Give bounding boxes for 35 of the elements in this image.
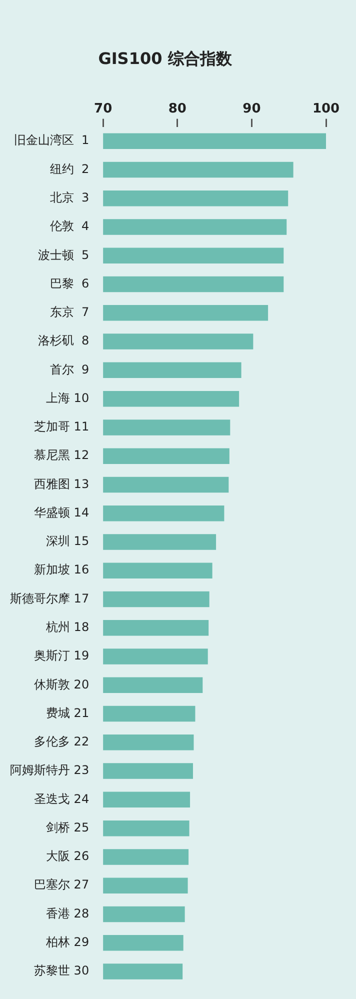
x-tick-label: 80	[168, 101, 186, 116]
y-tick-label: 波士顿 5	[38, 248, 90, 262]
y-tick-label: 伦敦 4	[50, 219, 90, 234]
y-tick-label: 柏林 29	[44, 934, 90, 949]
y-tick-label: 剑桥 25	[46, 820, 90, 834]
y-tick-label: 苏黎世 30	[34, 964, 90, 978]
y-tick-label: 西雅图 13	[34, 476, 90, 491]
y-tick-label: 巴塞尔 27	[34, 878, 90, 892]
y-tick-label: 新加坡 16	[34, 562, 90, 577]
chart-title: GIS100 综合指数	[98, 48, 233, 68]
x-tick-label: 100	[312, 101, 340, 116]
x-tick-label: 90	[242, 101, 261, 116]
y-tick-label: 圣迭戈 24	[34, 792, 90, 806]
y-tick-label: 芝加哥 11	[34, 420, 90, 434]
y-tick-label: 杭州 18	[44, 620, 90, 634]
y-tick-label: 旧金山湾区 1	[14, 133, 90, 148]
y-tick-label: 华盛顿 14	[34, 505, 90, 520]
y-tick-label: 费城 21	[46, 706, 90, 720]
y-tick-label: 斯德哥尔摩 17	[10, 591, 90, 606]
y-tick-label: 香港 28	[46, 906, 90, 920]
x-tick-label: 70	[94, 101, 112, 116]
y-tick-label: 慕尼黑 12	[34, 448, 90, 462]
y-tick-label: 纽约 2	[50, 162, 90, 176]
y-tick-label: 大阪 26	[46, 849, 90, 864]
y-tick-label: 休斯敦 20	[34, 677, 90, 692]
y-tick-label: 阿姆斯特丹 23	[10, 763, 90, 778]
y-tick-label: 多伦多 22	[34, 734, 90, 749]
y-tick-label: 东京 7	[50, 305, 90, 320]
y-tick-label: 上海 10	[46, 390, 90, 405]
y-tick-label: 北京 3	[50, 190, 90, 205]
y-tick-label: 洛杉矶 8	[38, 334, 90, 348]
y-tick-label: 巴黎 6	[50, 276, 90, 290]
y-tick-label: 首尔 9	[50, 362, 90, 376]
y-tick-label: 奥斯汀 19	[34, 648, 90, 663]
y-tick-label: 深圳 15	[46, 534, 90, 548]
